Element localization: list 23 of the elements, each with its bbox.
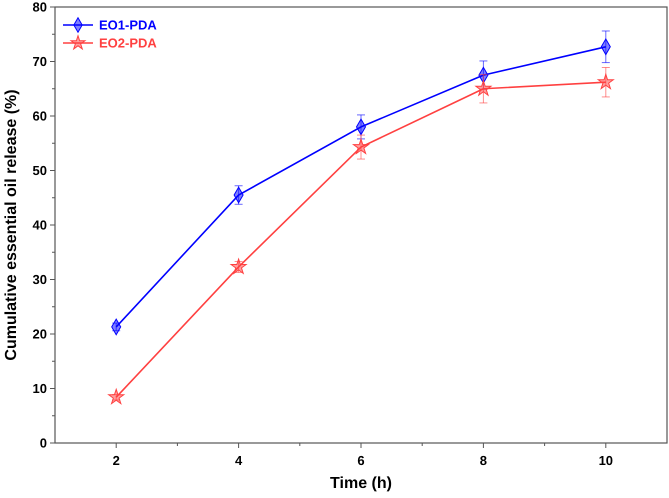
legend-label: EO2-PDA: [99, 36, 158, 51]
legend-label: EO1-PDA: [99, 18, 158, 33]
y-tick-label: 80: [32, 0, 47, 15]
x-tick-label: 2: [112, 453, 120, 468]
x-tick-label: 8: [480, 453, 488, 468]
y-tick-label: 0: [40, 436, 47, 451]
y-tick-label: 60: [32, 108, 47, 124]
x-tick-label: 4: [234, 453, 243, 468]
y-tick-label: 30: [32, 272, 47, 288]
y-tick-label: 50: [32, 163, 47, 178]
point: [598, 74, 614, 90]
point: [108, 388, 124, 404]
y-axis-title: Cumulative essential oil release (%): [3, 89, 20, 361]
x-axis-title: Time (h): [330, 475, 392, 492]
y-tick-label: 40: [32, 218, 47, 233]
y-tick-label: 70: [32, 54, 47, 70]
y-tick-label: 20: [32, 326, 47, 342]
point: [475, 80, 492, 96]
point: [230, 258, 247, 274]
x-tick-label: 10: [598, 453, 614, 468]
y-tick-label: 10: [32, 381, 47, 396]
x-tick-label: 6: [357, 453, 365, 468]
point: [352, 138, 370, 154]
